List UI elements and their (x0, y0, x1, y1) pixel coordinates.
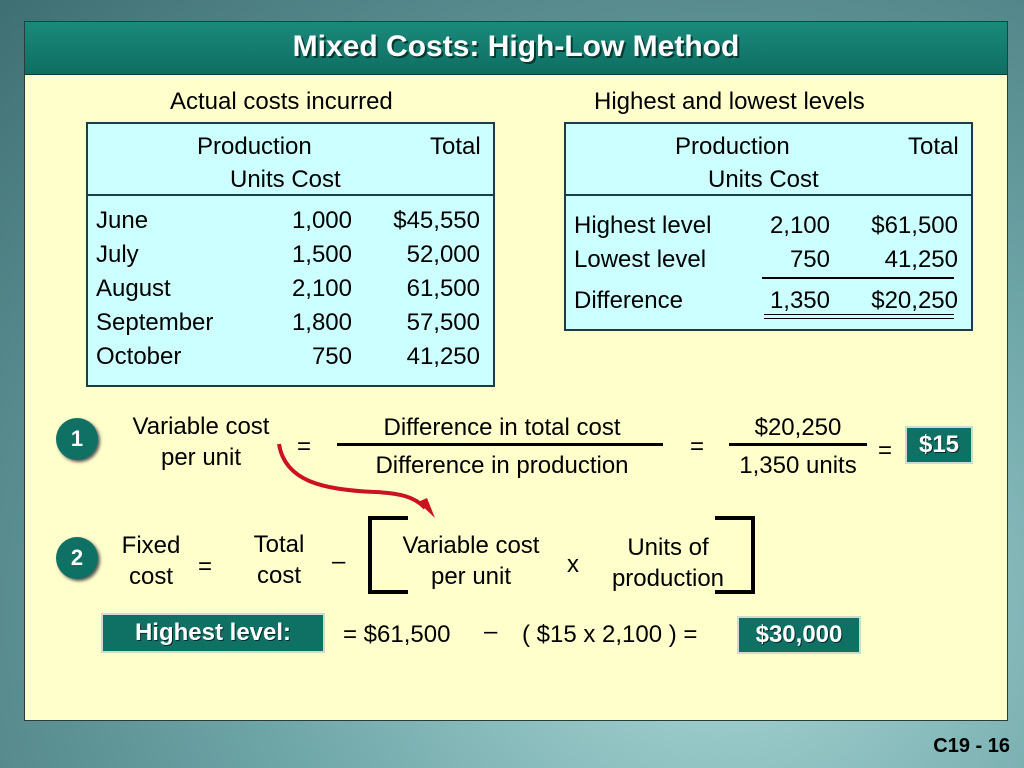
highlow-col-production: Production (675, 133, 790, 160)
level-label: Lowest level (574, 246, 707, 273)
units-line1: Units of (627, 534, 709, 561)
times-sign: x (567, 551, 579, 578)
units-cell: 750 (789, 246, 830, 273)
cost-cell: 41,250 (406, 343, 480, 370)
sum-rule (762, 277, 954, 279)
highlow-table: Production Total Units Cost Highest leve… (564, 122, 973, 331)
step-2-marker: 2 (56, 537, 98, 579)
highest-expr-1: = $61,500 (343, 621, 451, 648)
actual-subheader: Units Cost (230, 166, 341, 193)
var-line1: Variable cost (402, 532, 540, 559)
cost-cell: 61,500 (406, 275, 480, 302)
actual-col-production: Production (197, 133, 312, 160)
equals-sign: = (297, 433, 312, 460)
month-cell: September (96, 309, 214, 336)
vc-label-line1: Variable cost (132, 413, 270, 440)
vc-label-line2: per unit (160, 444, 242, 471)
left-bracket-bottom (368, 590, 408, 594)
fixed-label-line2: cost (128, 563, 173, 590)
units-cell: 750 (311, 343, 352, 370)
arrow-icon (277, 443, 435, 518)
right-bracket-top (715, 516, 755, 520)
units-cell: 1,500 (291, 241, 352, 268)
right-bracket (751, 516, 755, 594)
month-cell: August (96, 275, 171, 302)
units-cell: 2,100 (291, 275, 352, 302)
units-line2: production (611, 565, 725, 592)
equals-sign: = (198, 553, 213, 580)
highest-expr-2: ( $15 x 2,100 ) = (522, 621, 698, 648)
actual-costs-table: Production Total Units Cost June 1,000 $… (86, 122, 495, 387)
slide-title: Mixed Costs: High-Low Method (292, 30, 740, 63)
highlow-header-divider (566, 194, 971, 196)
vc-result-badge: $15 (905, 426, 973, 464)
cost-cell: 41,250 (884, 246, 958, 273)
numerator-value: $20,250 (754, 414, 842, 441)
fraction-bar (337, 443, 663, 446)
fraction-bar (729, 443, 867, 446)
highlow-subheader: Units Cost (708, 166, 819, 193)
level-label: Highest level (574, 212, 712, 239)
cost-cell: 57,500 (406, 309, 480, 336)
left-bracket-top (368, 516, 408, 520)
title-bar: Mixed Costs: High-Low Method (25, 22, 1007, 75)
denominator-value: 1,350 units (739, 452, 857, 479)
equals-sign: = (690, 433, 705, 460)
highlow-heading: Highest and lowest levels (594, 88, 865, 115)
equals-sign: = (878, 437, 893, 464)
formula-denominator: Difference in production (375, 452, 629, 479)
total-cost-line2: cost (256, 562, 301, 589)
actual-costs-heading: Actual costs incurred (170, 88, 393, 115)
cost-cell: $45,550 (393, 207, 480, 234)
units-cell: 2,100 (769, 212, 830, 239)
double-underline-bottom (764, 318, 954, 319)
step-1-marker: 1 (56, 418, 98, 460)
units-cell: 1,000 (291, 207, 352, 234)
var-line2: per unit (430, 563, 512, 590)
fixed-cost-result-badge: $30,000 (737, 616, 861, 654)
level-label: Difference (574, 287, 683, 314)
units-cell: 1,800 (291, 309, 352, 336)
actual-header-divider (88, 194, 493, 196)
fixed-label-line1: Fixed (121, 532, 181, 559)
highest-level-badge: Highest level: (101, 613, 325, 653)
left-bracket (368, 516, 372, 594)
month-cell: October (96, 343, 182, 370)
highlow-col-total: Total (908, 133, 959, 160)
total-cost-line1: Total (253, 531, 305, 558)
slide-number: C19 - 16 (933, 735, 1010, 757)
right-bracket-bottom (715, 590, 755, 594)
cost-cell: 52,000 (406, 241, 480, 268)
minus-sign: – (332, 548, 346, 575)
month-cell: July (96, 241, 139, 268)
cost-cell: $20,250 (871, 287, 958, 314)
actual-col-total: Total (430, 133, 481, 160)
cost-cell: $61,500 (871, 212, 958, 239)
minus-sign: – (484, 618, 498, 645)
formula-numerator: Difference in total cost (383, 414, 621, 441)
units-cell: 1,350 (769, 287, 830, 314)
double-underline-top (764, 314, 954, 315)
month-cell: June (96, 207, 149, 234)
slide-panel: Mixed Costs: High-Low Method Actual cost… (24, 21, 1008, 721)
